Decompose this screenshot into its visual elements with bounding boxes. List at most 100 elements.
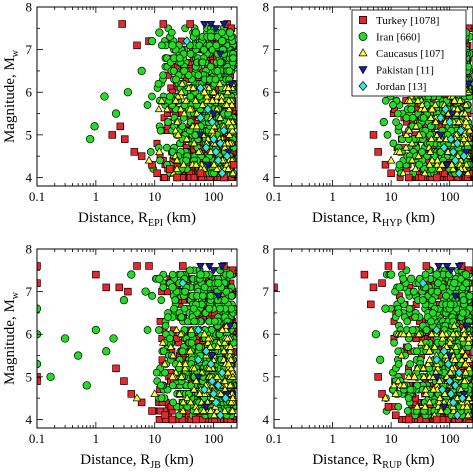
point-circle-bg xyxy=(161,368,169,377)
y-tick-label: 8 xyxy=(26,242,33,257)
point-triangle-up-bg xyxy=(461,109,470,117)
point-square-bg xyxy=(161,174,168,181)
point-triangle-up-bg xyxy=(426,147,435,155)
point-triangle-up-bg xyxy=(190,139,199,147)
point-square xyxy=(148,407,156,415)
point-triangle-up xyxy=(185,104,195,113)
point-triangle-up-bg xyxy=(225,105,234,113)
point-square xyxy=(405,173,413,182)
point-circle-bg xyxy=(159,71,167,80)
point-diamond xyxy=(194,355,203,365)
point-triangle-up xyxy=(132,393,142,402)
point-triangle-up-bg xyxy=(433,160,442,168)
x-axis-label-subscript: EPI xyxy=(148,218,163,229)
point-circle-bg xyxy=(404,343,412,351)
point-triangle-up xyxy=(200,329,209,338)
point-diamond xyxy=(200,384,209,395)
point-circle-bg xyxy=(189,304,198,313)
point-circle-bg xyxy=(157,296,166,304)
point-triangle-up-bg xyxy=(177,372,186,380)
point-triangle-up-bg xyxy=(186,398,195,406)
point-triangle-up-bg xyxy=(228,406,237,414)
point-circle-bg xyxy=(383,131,392,139)
point-circle-bg xyxy=(167,28,176,37)
point-triangle-up xyxy=(168,372,177,380)
point-circle-bg xyxy=(213,67,222,75)
point-triangle-up-bg xyxy=(431,117,440,125)
point-triangle-up-bg xyxy=(216,113,225,121)
point-triangle-up-bg xyxy=(192,122,201,130)
point-triangle-down xyxy=(201,403,211,412)
legend-label: Pakistan [11] xyxy=(376,65,434,77)
point-triangle-up-bg xyxy=(228,393,237,401)
y-axis-label-main: Magnitude, M xyxy=(2,299,18,385)
point-diamond xyxy=(182,36,191,46)
point-square xyxy=(108,131,117,139)
point-diamond xyxy=(216,138,225,149)
point-circle xyxy=(168,283,177,292)
point-square xyxy=(196,169,205,177)
point-diamond xyxy=(441,104,450,115)
legend-label: Iran [660] xyxy=(376,32,420,44)
data-points xyxy=(274,262,473,424)
point-circle-bg xyxy=(392,118,400,126)
point-triangle-down xyxy=(205,262,214,271)
point-triangle-up-bg xyxy=(435,164,444,172)
point-triangle-up-bg xyxy=(160,359,169,367)
point-diamond xyxy=(209,389,218,399)
point-square xyxy=(121,135,129,143)
point-circle xyxy=(91,325,101,335)
point-triangle-up-bg xyxy=(228,372,237,380)
y-tick-label: 6 xyxy=(26,85,33,100)
point-circle-bg xyxy=(146,148,155,156)
point-triangle-up-bg xyxy=(405,126,414,134)
y-tick-label: 7 xyxy=(26,284,33,299)
point-diamond xyxy=(194,325,203,335)
x-axis-label-unit: (km) xyxy=(161,452,194,468)
point-circle-bg xyxy=(395,160,404,169)
legend-label: Jordan [13] xyxy=(376,81,426,93)
x-axis-label-main: Distance, R xyxy=(80,452,150,468)
point-triangle-up-bg xyxy=(412,122,421,130)
point-triangle-down xyxy=(193,373,203,382)
point-circle-bg xyxy=(186,266,194,275)
point-circle-bg xyxy=(220,296,229,304)
point-square xyxy=(387,169,395,177)
point-circle-bg xyxy=(171,296,180,304)
point-circle-bg xyxy=(159,283,168,292)
point-circle-bg xyxy=(159,347,168,356)
point-triangle-up-bg xyxy=(181,359,190,367)
point-circle xyxy=(137,66,146,76)
point-diamond xyxy=(196,83,205,93)
point-triangle-up-bg xyxy=(208,96,217,104)
point-triangle-up-bg xyxy=(224,83,233,91)
point-triangle-up-bg xyxy=(220,406,229,414)
point-triangle-up-bg xyxy=(213,406,222,414)
point-triangle-up-bg xyxy=(426,113,435,121)
point-triangle-up-bg xyxy=(179,160,188,168)
point-triangle-up-bg xyxy=(175,359,184,367)
point-circle xyxy=(109,334,118,343)
point-circle xyxy=(218,36,227,46)
point-diamond xyxy=(221,393,230,403)
point-circle-bg xyxy=(406,360,414,368)
point-circle-bg xyxy=(178,347,187,356)
point-circle-bg xyxy=(186,50,195,58)
point-triangle-up-bg xyxy=(459,134,468,142)
point-triangle-up-bg xyxy=(223,334,232,342)
point-triangle-up-bg xyxy=(158,338,167,346)
point-triangle-up-bg xyxy=(175,389,184,397)
point-square xyxy=(168,415,177,424)
point-circle xyxy=(86,134,95,144)
point-circle-bg xyxy=(172,75,180,84)
point-triangle-up-bg xyxy=(216,389,225,397)
point-triangle-up-bg xyxy=(228,126,237,134)
point-circle-bg xyxy=(222,287,231,296)
point-square-bg xyxy=(190,174,198,181)
point-triangle-down xyxy=(442,161,452,170)
y-tick-label: 6 xyxy=(26,327,33,342)
point-square xyxy=(137,152,146,160)
point-circle-bg xyxy=(200,45,208,54)
y-tick-label: 6 xyxy=(263,85,270,100)
